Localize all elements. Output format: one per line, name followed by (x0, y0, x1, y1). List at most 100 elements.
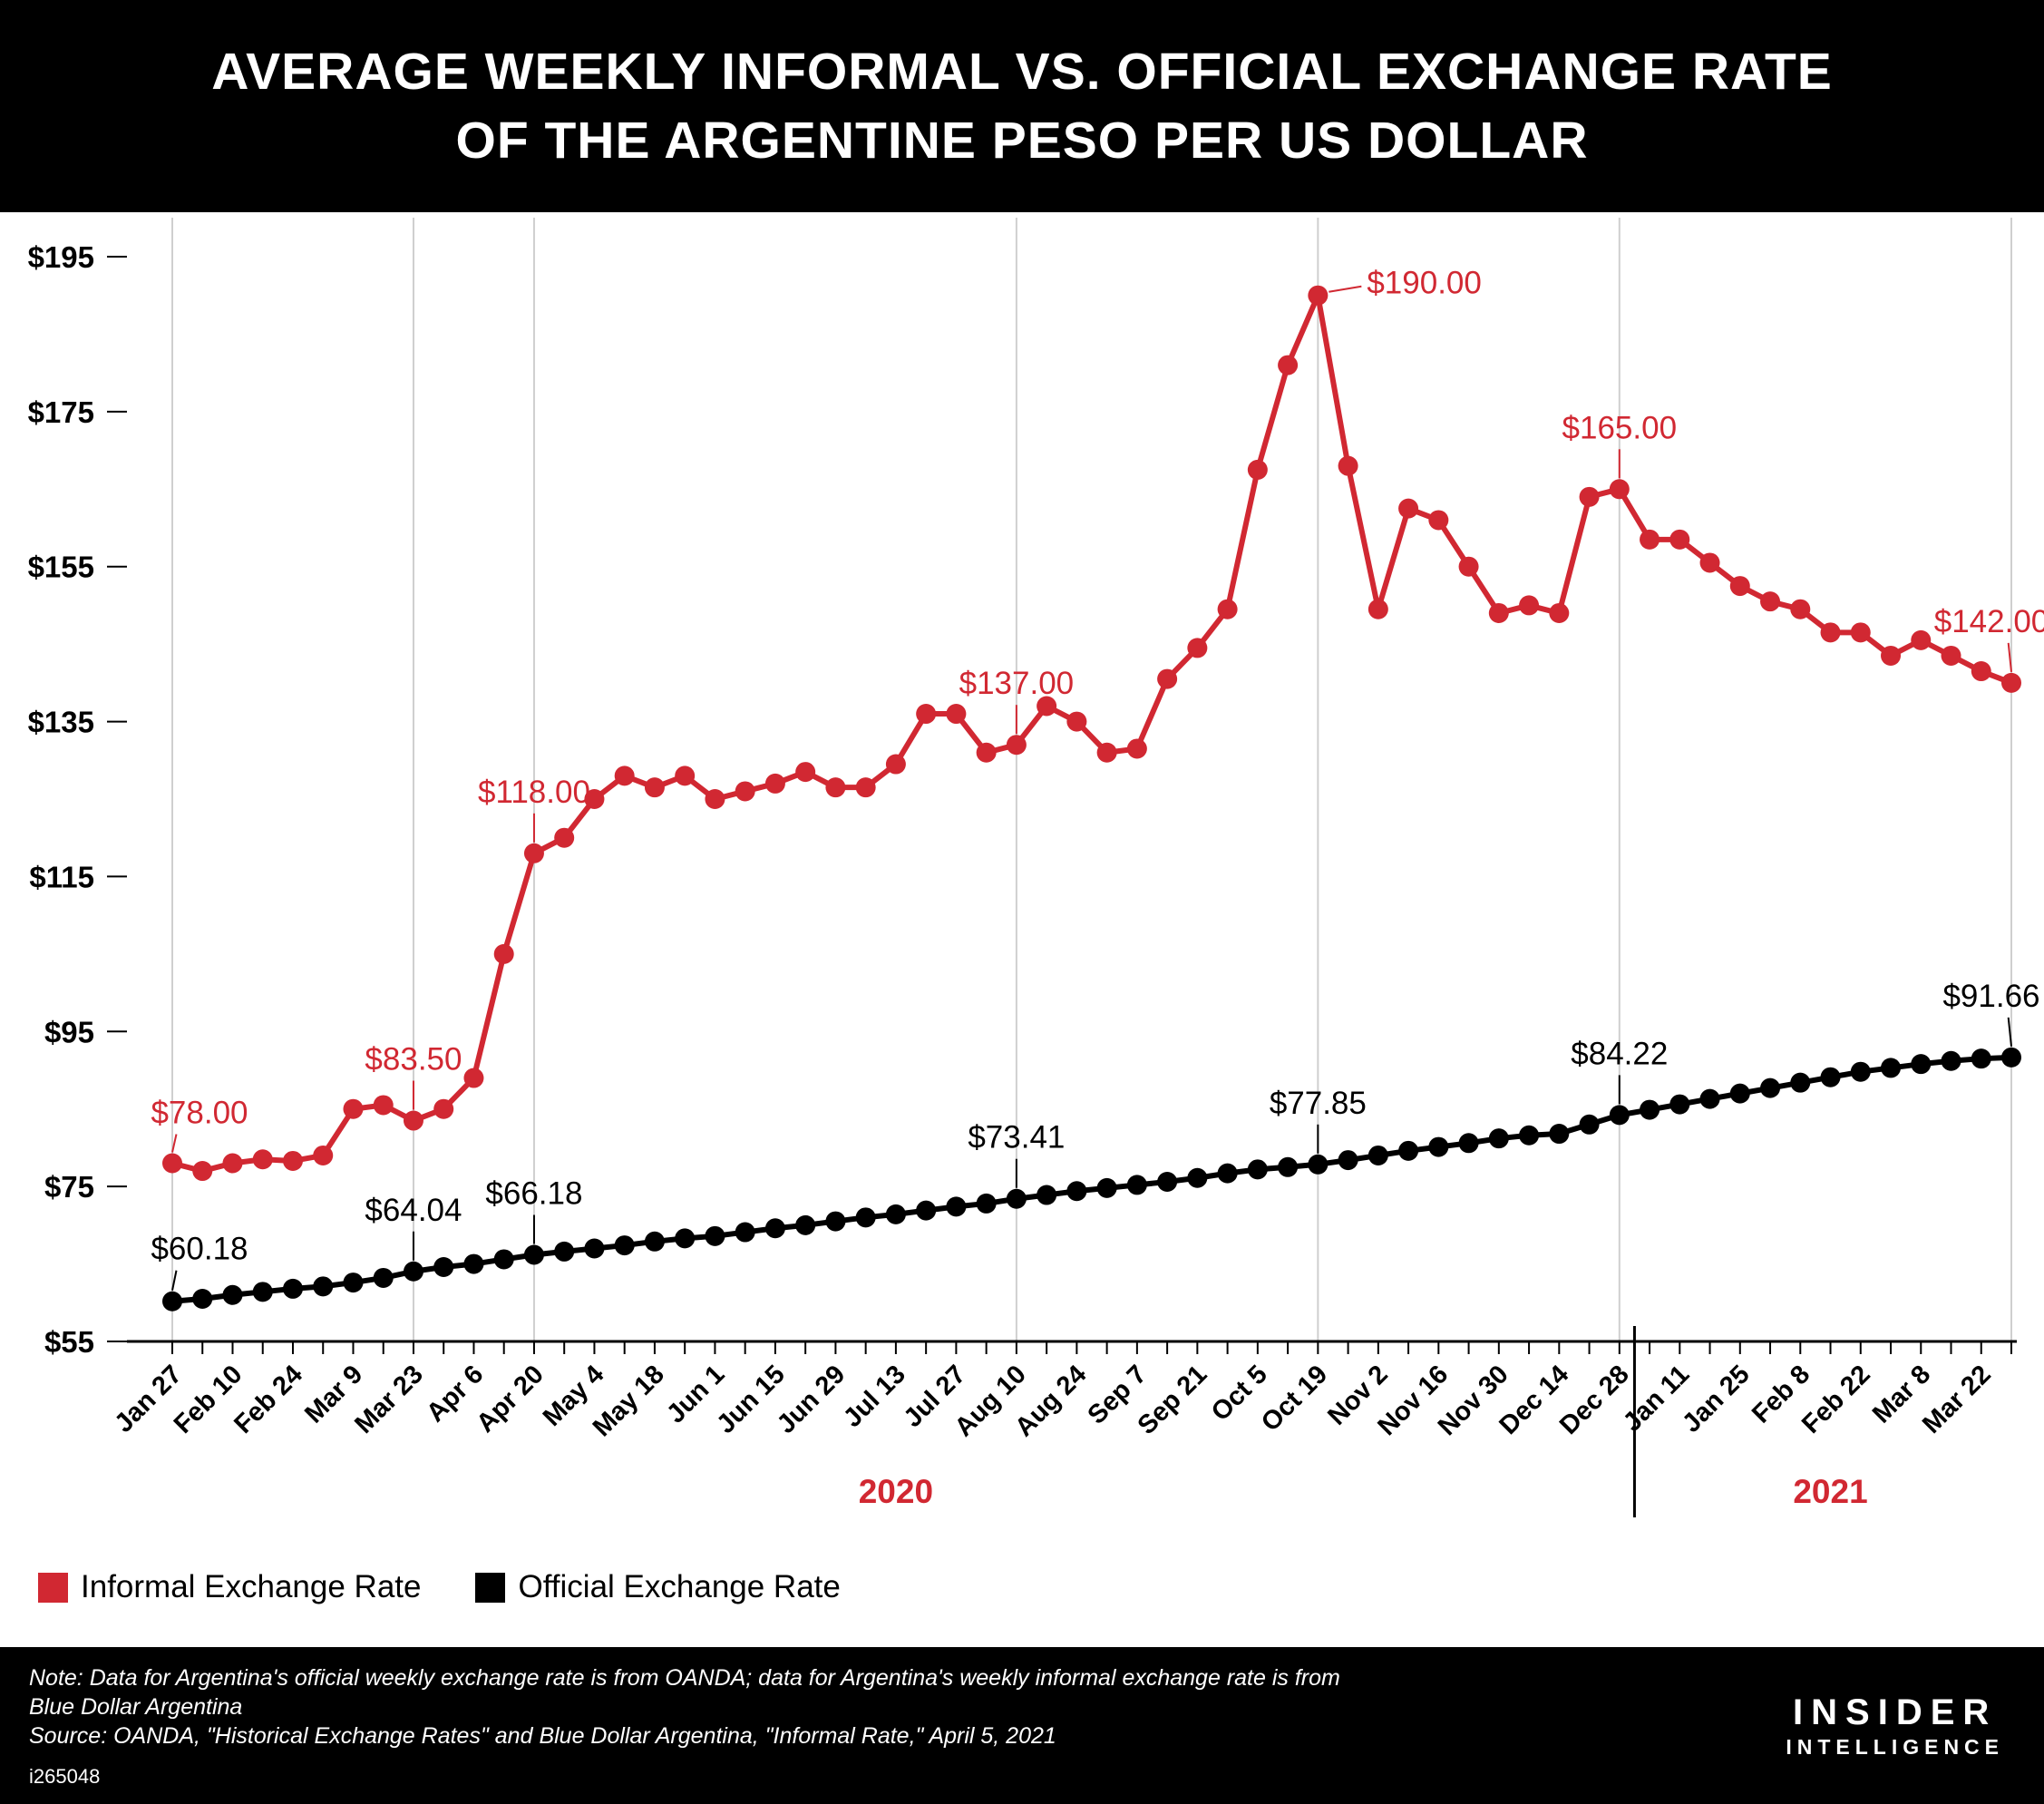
data-point-informal-exchange-rate (705, 789, 725, 809)
data-label-official-exchange-rate: $60.18 (151, 1232, 248, 1267)
x-tick-label: Oct 19 (1256, 1360, 1333, 1437)
x-tick-label: Feb 22 (1796, 1360, 1876, 1439)
data-point-informal-exchange-rate (1488, 602, 1509, 623)
data-point-informal-exchange-rate (1458, 556, 1479, 577)
data-point-official-exchange-rate (1247, 1159, 1268, 1180)
data-label-official-exchange-rate: $66.18 (485, 1175, 582, 1211)
data-point-informal-exchange-rate (1066, 711, 1087, 732)
legend-item-official: Official Exchange Rate (475, 1569, 841, 1605)
data-point-official-exchange-rate (1157, 1172, 1178, 1193)
data-point-informal-exchange-rate (976, 742, 997, 763)
data-label-informal-exchange-rate: $190.00 (1367, 266, 1482, 301)
year-label-2021: 2021 (1793, 1473, 1867, 1510)
data-point-official-exchange-rate (1729, 1083, 1750, 1104)
data-point-official-exchange-rate (1217, 1163, 1238, 1184)
footer-source: Source: OANDA, "Historical Exchange Rate… (29, 1723, 1056, 1749)
data-point-official-exchange-rate (282, 1278, 303, 1299)
data-point-official-exchange-rate (1699, 1088, 1720, 1109)
data-point-official-exchange-rate (644, 1231, 665, 1252)
data-point-official-exchange-rate (313, 1276, 334, 1297)
y-tick-label: $95 (44, 1015, 94, 1048)
data-point-official-exchange-rate (976, 1193, 997, 1214)
data-point-informal-exchange-rate (1037, 696, 1057, 717)
data-point-informal-exchange-rate (1911, 629, 1932, 650)
footer-note: Note: Data for Argentina's official week… (29, 1665, 1340, 1691)
data-point-official-exchange-rate (705, 1225, 725, 1246)
chart-id: i265048 (29, 1765, 101, 1788)
data-point-informal-exchange-rate (343, 1098, 364, 1119)
footer-notes: Note: Data for Argentina's official week… (29, 1663, 1661, 1750)
data-labels: $78.00 $83.50 $118.00 $137.00 $190.00 $165.00… (151, 266, 2044, 1291)
data-label-official-exchange-rate: $64.04 (365, 1193, 462, 1228)
data-point-informal-exchange-rate (1971, 661, 1991, 682)
y-tick-label: $175 (28, 395, 94, 429)
data-point-informal-exchange-rate (675, 765, 696, 786)
data-point-official-exchange-rate (1066, 1181, 1087, 1202)
data-point-official-exchange-rate (403, 1261, 423, 1282)
data-point-informal-exchange-rate (1157, 668, 1178, 689)
data-point-official-exchange-rate (192, 1289, 213, 1310)
data-point-official-exchange-rate (1640, 1099, 1660, 1120)
legend-swatch-official (475, 1572, 506, 1603)
data-point-official-exchange-rate (554, 1241, 575, 1262)
data-label-informal-exchange-rate: $137.00 (959, 666, 1075, 701)
data-point-informal-exchange-rate (1729, 576, 1750, 597)
brand-logo: INSIDER INTELLIGENCE (1786, 1692, 2004, 1761)
data-point-informal-exchange-rate (1881, 645, 1902, 666)
data-point-official-exchange-rate (162, 1291, 182, 1312)
x-tick-label: Mar 22 (1917, 1360, 1997, 1439)
data-point-informal-exchange-rate (313, 1145, 334, 1165)
data-label-informal-exchange-rate: $83.50 (365, 1042, 462, 1078)
x-tick-label: Sep 21 (1133, 1360, 1213, 1440)
data-point-informal-exchange-rate (614, 765, 635, 786)
y-tick-label: $195 (28, 240, 94, 274)
data-point-informal-exchange-rate (1760, 591, 1781, 612)
data-point-official-exchange-rate (433, 1256, 454, 1277)
data-point-informal-exchange-rate (885, 754, 906, 775)
data-point-informal-exchange-rate (825, 777, 846, 798)
data-point-informal-exchange-rate (463, 1068, 484, 1088)
data-point-informal-exchange-rate (1096, 742, 1117, 763)
brand-logo-top: INSIDER (1793, 1692, 1998, 1732)
data-point-informal-exchange-rate (1217, 599, 1238, 619)
x-tick-label: Jun 15 (711, 1360, 791, 1439)
data-point-informal-exchange-rate (1790, 599, 1811, 619)
data-label-informal-exchange-rate: $165.00 (1562, 410, 1678, 445)
data-label-official-exchange-rate: $77.85 (1270, 1086, 1367, 1121)
data-point-informal-exchange-rate (1006, 735, 1027, 756)
brand-logo-bottom: INTELLIGENCE (1786, 1735, 2004, 1759)
data-point-official-exchange-rate (373, 1267, 394, 1288)
data-point-informal-exchange-rate (403, 1110, 423, 1131)
data-point-informal-exchange-rate (1368, 599, 1388, 619)
data-point-informal-exchange-rate (916, 704, 937, 725)
chart-title-line-2: OF THE ARGENTINE PESO PER US DOLLAR (455, 112, 1589, 170)
data-label-official-exchange-rate: $73.41 (968, 1120, 1065, 1156)
data-point-informal-exchange-rate (2001, 672, 2021, 693)
data-point-informal-exchange-rate (1428, 510, 1449, 531)
data-point-official-exchange-rate (795, 1214, 816, 1235)
data-point-informal-exchange-rate (192, 1161, 213, 1182)
data-point-informal-exchange-rate (162, 1153, 182, 1174)
vertical-gridlines (171, 218, 2012, 1341)
data-label-official-exchange-rate: $91.66 (1942, 979, 2039, 1014)
data-point-official-exchange-rate (1881, 1058, 1902, 1078)
data-point-informal-exchange-rate (1699, 552, 1720, 573)
data-point-official-exchange-rate (1308, 1154, 1329, 1175)
data-point-informal-exchange-rate (493, 943, 514, 964)
data-point-informal-exchange-rate (855, 777, 876, 798)
data-label-official-exchange-rate: $84.22 (1571, 1036, 1668, 1071)
data-point-official-exchange-rate (1398, 1140, 1419, 1161)
data-point-official-exchange-rate (1911, 1054, 1932, 1075)
x-tick-label: Jan 11 (1618, 1360, 1695, 1437)
data-point-informal-exchange-rate (1308, 285, 1329, 306)
data-point-informal-exchange-rate (735, 781, 755, 802)
x-tick-label: Mar 23 (349, 1360, 429, 1439)
data-point-official-exchange-rate (1338, 1150, 1358, 1171)
series-line-informal-exchange-rate (171, 292, 2013, 1175)
data-point-informal-exchange-rate (644, 777, 665, 798)
data-point-official-exchange-rate (1820, 1067, 1841, 1087)
data-point-informal-exchange-rate (1609, 479, 1630, 500)
footer-note-continued: Blue Dollar Argentina (29, 1694, 243, 1720)
data-point-official-exchange-rate (885, 1204, 906, 1224)
